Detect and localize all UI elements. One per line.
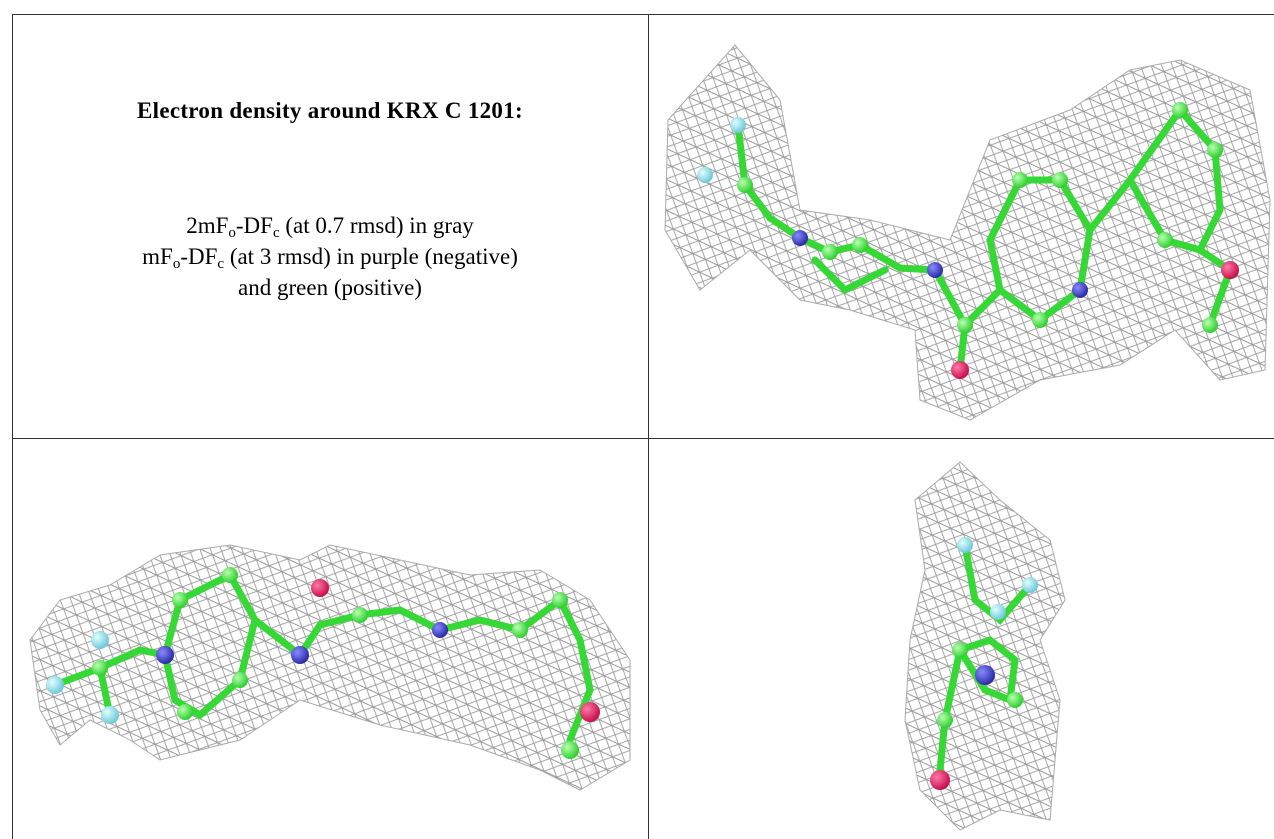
- density-mesh: [29, 544, 631, 791]
- cell-divider: [12, 438, 1274, 439]
- subscript: c: [217, 256, 225, 272]
- subscript: o: [228, 225, 236, 241]
- atoms: [46, 567, 600, 759]
- legend-text: and green (positive): [238, 275, 422, 300]
- legend-line: 2mFo-DFc (at 0.7 rmsd) in gray: [12, 210, 648, 241]
- legend-text: -DF: [180, 244, 218, 269]
- subscript: o: [172, 256, 181, 272]
- subscript: c: [272, 225, 280, 241]
- legend-line: and green (positive): [12, 272, 648, 303]
- legend-text: -DF: [235, 213, 273, 238]
- legend-text: (at 3 rmsd) in purple (negative): [224, 244, 518, 269]
- legend-line: mFo-DFc (at 3 rmsd) in purple (negative): [12, 241, 648, 272]
- legend: 2mFo-DFc (at 0.7 rmsd) in gray mFo-DFc (a…: [12, 210, 648, 303]
- legend-text: mF: [142, 244, 173, 269]
- density-mesh: [904, 461, 1066, 831]
- table-frame: [12, 14, 1274, 839]
- density-mesh: [664, 44, 1271, 421]
- figure-title: Electron density around KRX C 1201:: [137, 98, 523, 123]
- legend-text: 2mF: [186, 213, 229, 238]
- atoms: [930, 537, 1038, 790]
- atoms: [697, 102, 1239, 379]
- cell-divider: [648, 14, 649, 839]
- molecule: [936, 541, 1034, 774]
- legend-text: (at 0.7 rmsd) in gray: [279, 213, 474, 238]
